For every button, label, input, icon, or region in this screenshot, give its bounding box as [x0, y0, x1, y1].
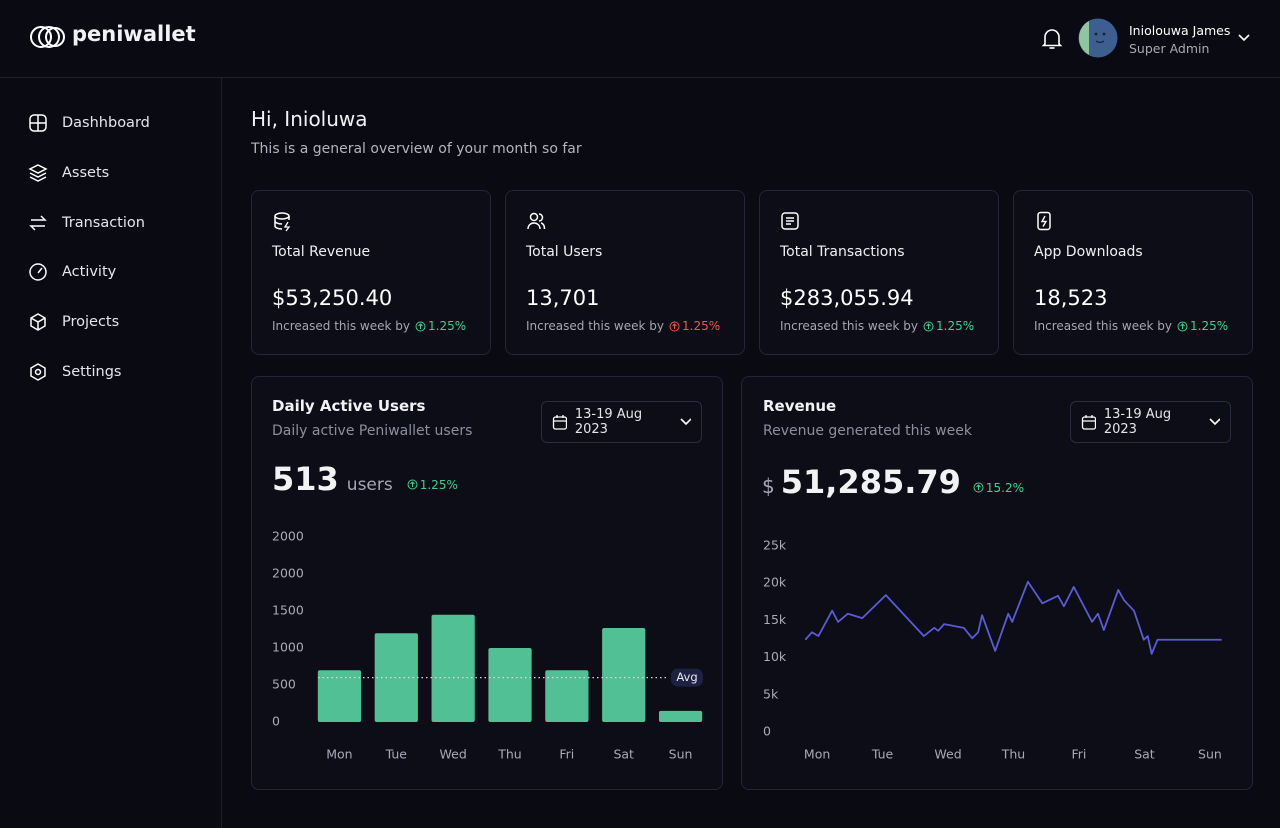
- date-range: 13-19 Aug 2023: [574, 407, 643, 437]
- stat-card: [759, 190, 999, 355]
- stat-note: Increased this week by: [780, 319, 918, 333]
- stat-icon: [781, 212, 799, 230]
- nav-item[interactable]: Dashhboard: [28, 111, 150, 135]
- nav-item[interactable]: Assets: [28, 161, 109, 185]
- metric-change: 15.2%: [973, 481, 1024, 495]
- nav-label: Transaction: [62, 215, 145, 231]
- stat-change: 1.25%: [669, 319, 720, 333]
- panel-metric: $51,285.79 15.2%: [762, 463, 1024, 501]
- sidebar: [0, 78, 222, 828]
- stat-card: [251, 190, 491, 355]
- change-text: 1.25%: [682, 319, 721, 333]
- notification-bell[interactable]: [1041, 27, 1063, 51]
- stat-note-row: Increased this week by 1.25%: [780, 319, 974, 333]
- panel-title: Revenue: [763, 397, 837, 415]
- logo-icon: [30, 26, 65, 48]
- logo: peniwallet: [72, 22, 196, 46]
- stat-title: App Downloads: [1034, 244, 1143, 260]
- stat-value: $283,055.94: [780, 286, 914, 310]
- nav-item[interactable]: Activity: [28, 260, 116, 284]
- nav-item[interactable]: Projects: [28, 310, 119, 334]
- date-picker[interactable]: 13-19 Aug 2023: [1070, 401, 1231, 443]
- greeting-title: Hi, Inioluwa: [251, 107, 368, 131]
- panel-title: Daily Active Users: [272, 397, 426, 415]
- stat-note: Increased this week by: [272, 319, 410, 333]
- metric-unit: users: [346, 475, 393, 495]
- change-text: 1.25%: [419, 477, 458, 492]
- nav-label: Assets: [62, 165, 110, 181]
- user-menu-chevron[interactable]: [1238, 33, 1250, 43]
- metric-value: 51,285.79: [780, 463, 961, 501]
- nav-label: Dashhboard: [62, 115, 150, 131]
- stat-card: [1013, 190, 1253, 355]
- nav-label: Settings: [62, 364, 122, 380]
- panel-subtitle: Daily active Peniwallet users: [272, 423, 473, 439]
- stat-icon: [274, 212, 291, 232]
- greeting-subtitle: This is a general overview of your month…: [251, 141, 582, 157]
- avatar[interactable]: [1078, 18, 1118, 58]
- stat-change: 1.25%: [923, 319, 974, 333]
- stat-value: 13,701: [526, 286, 600, 310]
- change-text: 15.2%: [985, 480, 1025, 495]
- stat-note: Increased this week by: [526, 319, 664, 333]
- nav-item[interactable]: Settings: [28, 360, 121, 384]
- stat-icon: [1037, 211, 1051, 231]
- stat-icon: [527, 212, 546, 230]
- header: peniwallet Iniolouwa James Super Admin: [0, 0, 1280, 78]
- user-name: Iniolouwa James: [1129, 23, 1231, 38]
- metric-change: 1.25%: [407, 478, 458, 492]
- stat-title: Total Revenue: [272, 244, 371, 260]
- date-range: 13-19 Aug 2023: [1103, 407, 1172, 437]
- date-picker[interactable]: 13-19 Aug 2023: [541, 401, 702, 443]
- change-text: 1.25%: [936, 319, 975, 333]
- user-role: Super Admin: [1129, 41, 1210, 56]
- stat-value: $53,250.40: [272, 286, 393, 310]
- stat-change: 1.25%: [1177, 319, 1228, 333]
- change-text: 1.25%: [428, 319, 467, 333]
- panel-subtitle: Revenue generated this week: [763, 423, 972, 439]
- change-text: 1.25%: [1190, 319, 1229, 333]
- stat-value: 18,523: [1034, 286, 1108, 310]
- metric-value: 513: [272, 460, 339, 498]
- stat-note-row: Increased this week by 1.25%: [526, 319, 720, 333]
- metric-currency: $: [762, 474, 775, 498]
- stat-title: Total Transactions: [780, 244, 905, 260]
- nav-item[interactable]: Transaction: [28, 211, 145, 235]
- stat-note-row: Increased this week by 1.25%: [272, 319, 466, 333]
- nav-label: Projects: [62, 314, 120, 330]
- stat-note: Increased this week by: [1034, 319, 1172, 333]
- stat-card: [505, 190, 745, 355]
- stat-note-row: Increased this week by 1.25%: [1034, 319, 1228, 333]
- stat-change: 1.25%: [415, 319, 466, 333]
- nav-label: Activity: [62, 264, 117, 280]
- stat-title: Total Users: [526, 244, 603, 260]
- panel-metric: 513 users 1.25%: [272, 460, 458, 498]
